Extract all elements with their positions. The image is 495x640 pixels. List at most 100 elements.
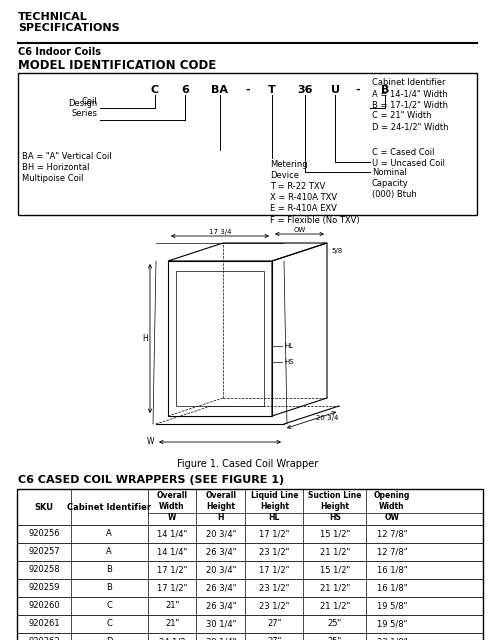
Text: Width: Width [379,502,405,511]
Text: 6: 6 [181,85,189,95]
Text: 26 3/4": 26 3/4" [205,547,236,557]
Bar [17,489,483,525]
Text: Metering
Device
T = R-22 TXV
X = R-410A TXV
E = R-410A EXV
F = Flexible (No TXV): Metering Device T = R-22 TXV X = R-410A … [270,160,360,225]
Text: -: - [246,85,250,95]
Text: 24 1/2: 24 1/2 [159,637,185,640]
Text: C: C [106,602,112,611]
Bar [17,525,483,543]
Text: 15 1/2": 15 1/2" [320,566,350,575]
Text: -: - [356,85,360,95]
Text: Nominal
Capacity
(000) Btuh: Nominal Capacity (000) Btuh [372,168,417,199]
Text: W: W [168,513,176,522]
Text: 5/8: 5/8 [331,248,342,254]
Text: Figure 1. Cased Coil Wrapper: Figure 1. Cased Coil Wrapper [177,459,318,469]
Text: HS: HS [284,359,294,365]
Text: 14 1/4": 14 1/4" [157,529,187,538]
Text: 15 1/2": 15 1/2" [320,529,350,538]
Text: 21": 21" [165,602,179,611]
Text: C: C [106,620,112,628]
Text: 920262: 920262 [28,637,60,640]
Text: Overall: Overall [205,491,237,500]
Bar [17,561,483,579]
Text: 21 1/2": 21 1/2" [320,584,350,593]
Text: B: B [106,584,112,593]
Text: B: B [381,85,389,95]
Text: 26 3/4": 26 3/4" [205,602,236,611]
Text: B: B [106,566,112,575]
Text: OW: OW [385,513,399,522]
Text: HL: HL [284,343,293,349]
Text: Width: Width [159,502,185,511]
Bar [17,615,483,633]
Text: TECHNICAL: TECHNICAL [18,12,88,22]
Text: BA = "A" Vertical Coil
BH = Horizontal
Multipoise Coil: BA = "A" Vertical Coil BH = Horizontal M… [22,152,112,183]
Text: 25": 25" [328,637,342,640]
Text: 27": 27" [267,620,282,628]
Text: Overall: Overall [156,491,188,500]
Text: Cabinet Identifier
A = 14-1/4" Width
B = 17-1/2" Width
C = 21" Width
D = 24-1/2": Cabinet Identifier A = 14-1/4" Width B =… [372,78,448,131]
Text: D: D [106,637,112,640]
Text: BA: BA [211,85,229,95]
Text: Height: Height [206,502,236,511]
Text: 17 1/2": 17 1/2" [157,584,187,593]
Text: SKU: SKU [35,502,53,511]
Text: 26 3/4": 26 3/4" [205,584,236,593]
Text: 920258: 920258 [28,566,60,575]
Bar [17,597,483,615]
Text: 20 3/4": 20 3/4" [206,566,236,575]
Text: C = Cased Coil
U = Uncased Coil: C = Cased Coil U = Uncased Coil [372,148,445,168]
Text: 36: 36 [297,85,313,95]
Text: Height: Height [260,502,289,511]
Text: 30 1/4": 30 1/4" [206,637,236,640]
Text: H: H [218,513,224,522]
Text: HS: HS [329,513,341,522]
Text: Coil: Coil [81,97,97,106]
Text: 16 1/8": 16 1/8" [377,584,407,593]
Bar [176,271,264,406]
Text: OW: OW [294,227,305,233]
Text: 21 1/2": 21 1/2" [320,547,350,557]
Bar [17,633,483,640]
Text: Cabinet Identifier: Cabinet Identifier [67,502,151,511]
Text: 920257: 920257 [28,547,60,557]
Bar [18,73,477,215]
Bar [17,543,483,561]
Bar [17,489,483,640]
Text: 19 5/8": 19 5/8" [377,602,407,611]
Text: U: U [331,85,340,95]
Text: Height: Height [320,502,349,511]
Text: H: H [142,334,148,343]
Text: 14 1/4": 14 1/4" [157,547,187,557]
Text: Design
Series: Design Series [68,99,97,118]
Text: C: C [151,85,159,95]
Text: 23 1/2": 23 1/2" [259,547,290,557]
Text: 17 1/2": 17 1/2" [157,566,187,575]
Text: 17 3/4: 17 3/4 [209,229,231,235]
Bar [17,579,483,597]
Text: 30 1/4": 30 1/4" [206,620,236,628]
Text: Liquid Line: Liquid Line [250,491,298,500]
Text: Suction Line: Suction Line [308,491,362,500]
Text: 12 7/8": 12 7/8" [377,529,407,538]
Text: 27": 27" [267,637,282,640]
Text: 23 1/8": 23 1/8" [377,637,407,640]
Text: 20 3/4": 20 3/4" [206,529,236,538]
Text: 25": 25" [328,620,342,628]
Text: 23 1/2": 23 1/2" [259,602,290,611]
Text: 21 1/2": 21 1/2" [320,602,350,611]
Text: 16 1/8": 16 1/8" [377,566,407,575]
Text: C6 CASED COIL WRAPPERS (SEE FIGURE 1): C6 CASED COIL WRAPPERS (SEE FIGURE 1) [18,475,284,485]
Text: 17 1/2": 17 1/2" [259,566,290,575]
Text: W: W [147,438,154,447]
Text: A: A [106,547,112,557]
Text: 920259: 920259 [28,584,60,593]
Text: MODEL IDENTIFICATION CODE: MODEL IDENTIFICATION CODE [18,59,216,72]
Text: T: T [268,85,276,95]
Text: 21": 21" [165,620,179,628]
Text: 19 5/8": 19 5/8" [377,620,407,628]
Text: SPECIFICATIONS: SPECIFICATIONS [18,23,120,33]
Text: 920260: 920260 [28,602,60,611]
Text: 20 3/4: 20 3/4 [316,415,339,421]
Text: 12 7/8": 12 7/8" [377,547,407,557]
Text: A: A [106,529,112,538]
